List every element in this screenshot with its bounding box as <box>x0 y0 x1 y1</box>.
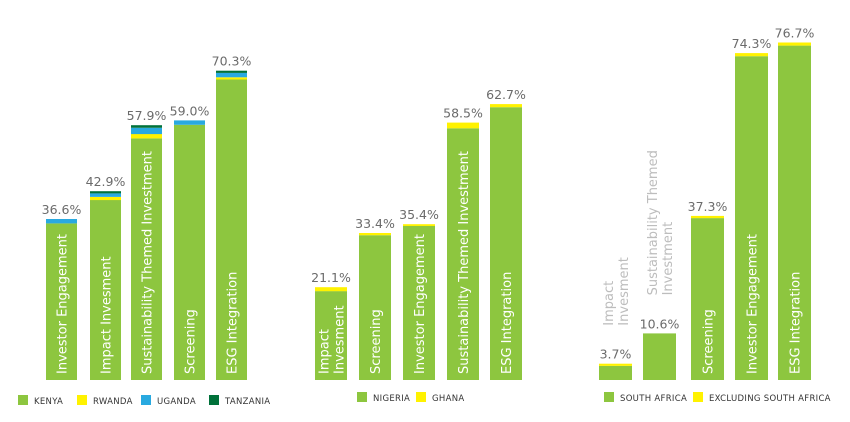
legend-label: RWANDA <box>93 397 133 407</box>
data-label: 3.7% <box>600 347 632 362</box>
data-label: 74.3% <box>732 36 772 51</box>
category-label: Investor Engagement <box>56 234 71 374</box>
bar-segment <box>359 233 391 236</box>
category-label: ESG Integration <box>789 272 804 374</box>
legend-label: NIGERIA <box>373 394 410 404</box>
legend-swatch <box>18 395 28 405</box>
data-label: 57.9% <box>127 108 167 123</box>
data-label: 33.4% <box>355 216 395 231</box>
category-label: Sustainability Themed <box>646 150 661 295</box>
legend-label: TANZANIA <box>224 397 270 407</box>
category-label: Impact Invesment <box>100 256 115 374</box>
category-label: Invesment <box>617 257 632 326</box>
bar-segment <box>599 363 632 366</box>
category-label: Impact <box>318 329 333 374</box>
data-label: 42.9% <box>86 174 126 189</box>
bar-segment <box>735 56 768 380</box>
data-label: 76.7% <box>775 26 815 41</box>
bar-segment <box>216 77 247 80</box>
data-label: 59.0% <box>170 103 210 118</box>
data-label: 58.5% <box>443 106 483 121</box>
bar-segment <box>490 104 522 108</box>
bar-segment <box>216 72 247 78</box>
bar-segment <box>131 125 162 128</box>
category-label: Investment <box>661 222 676 296</box>
data-label: 35.4% <box>399 207 439 222</box>
bar-segment <box>599 365 632 380</box>
bar-segment <box>359 235 391 380</box>
data-label: 70.3% <box>212 54 252 69</box>
category-label: Screening <box>702 309 717 374</box>
legend-swatch <box>77 395 87 405</box>
category-label: ESG Integration <box>226 272 241 374</box>
category-label: ESG Integration <box>500 272 515 374</box>
bar-segment <box>691 218 724 380</box>
category-label: Investor Engagement <box>413 234 428 374</box>
bar-segment <box>735 53 768 57</box>
bar-segment <box>403 224 435 226</box>
bar-segment <box>447 122 479 129</box>
legend-swatch <box>209 395 219 405</box>
bar-segment <box>778 45 811 380</box>
bar-segment <box>90 191 121 194</box>
bar-segment <box>315 287 347 292</box>
bar-segment <box>216 79 247 380</box>
category-label: Investor Engagement <box>746 234 761 374</box>
legend-swatch <box>141 395 151 405</box>
bar-segment <box>643 333 676 380</box>
bar-segment <box>778 42 811 46</box>
data-label: 21.1% <box>311 270 351 285</box>
legend-label: EXCLUDING SOUTH AFRICA <box>709 394 831 404</box>
legend-swatch <box>416 392 426 402</box>
bar-segment <box>131 134 162 139</box>
legend-label: UGANDA <box>157 397 196 407</box>
bar-segment <box>691 215 724 219</box>
bar-segment <box>174 124 205 380</box>
bar-segment <box>46 223 77 380</box>
category-label: Sustainability Themed Investment <box>141 151 156 374</box>
legend-swatch <box>693 392 703 402</box>
category-label: Sustainability Themed Investment <box>457 151 472 374</box>
legend-label: GHANA <box>432 394 464 404</box>
legend-label: SOUTH AFRICA <box>620 394 687 404</box>
category-label: Impact <box>602 281 617 326</box>
legend-label: KENYA <box>34 397 63 407</box>
bar-segment <box>216 70 247 73</box>
bar-segment <box>490 107 522 380</box>
bar-segment <box>131 127 162 135</box>
data-label: 36.6% <box>42 202 82 217</box>
category-label: Screening <box>184 309 199 374</box>
legend-swatch <box>604 392 614 402</box>
data-label: 37.3% <box>688 199 728 214</box>
bar-segment <box>315 291 347 380</box>
bar-segment <box>46 219 77 224</box>
bar-segment <box>447 128 479 380</box>
bar-segment <box>131 138 162 380</box>
category-label: Invesment <box>333 305 348 374</box>
bar-segment <box>90 197 121 201</box>
bar-segment <box>403 226 435 380</box>
data-label: 62.7% <box>486 87 526 102</box>
bar-segment <box>90 193 121 197</box>
bar-segment <box>90 200 121 380</box>
data-label: 10.6% <box>640 316 680 331</box>
bar-segment <box>174 120 205 125</box>
legend-swatch <box>357 392 367 402</box>
category-label: Screening <box>369 309 384 374</box>
